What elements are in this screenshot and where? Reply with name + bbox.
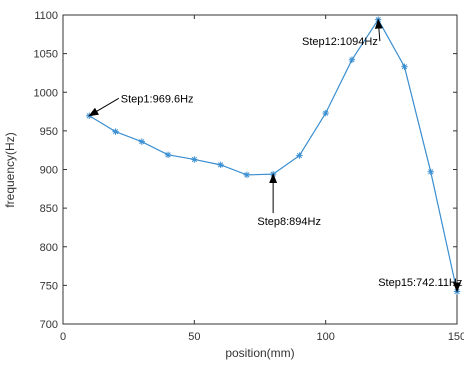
- annotation: Step1:969.6Hz: [88, 93, 194, 117]
- annotation-layer: Step1:969.6Hz Step12:1094Hz Step8:894Hz Ste…: [88, 18, 462, 293]
- annotation: Step15:742.11Hz: [378, 277, 462, 293]
- data-point: [296, 152, 303, 159]
- annotation-label: Step15:742.11Hz: [378, 277, 462, 289]
- data-point: [86, 112, 93, 119]
- y-tick-label: 750: [40, 280, 58, 292]
- y-axis-label: frequency(Hz): [3, 132, 17, 207]
- y-tick-label: 1100: [34, 10, 58, 22]
- y-tick-label: 1050: [34, 49, 58, 61]
- annotation-label: Step12:1094Hz: [302, 36, 378, 48]
- data-point: [401, 63, 408, 70]
- x-tick-label: 0: [60, 331, 66, 343]
- data-point: [112, 128, 119, 135]
- annotation: Step12:1094Hz: [302, 18, 383, 48]
- annotation-label: Step1:969.6Hz: [121, 93, 194, 105]
- y-tick-label: 700: [40, 319, 58, 331]
- annotation-label: Step8:894Hz: [257, 216, 321, 228]
- series-layer: [86, 16, 461, 295]
- data-point: [243, 171, 251, 179]
- annotation-arrow: [88, 97, 120, 117]
- annotation: Step8:894Hz: [257, 173, 321, 228]
- x-tick-label: 100: [316, 331, 334, 343]
- data-point: [348, 56, 356, 64]
- data-point: [191, 156, 198, 163]
- x-tick-label: 150: [448, 331, 464, 343]
- axes: 0 50 100 150 700 750 800 850 900 950 1000 1050 1100: [34, 10, 464, 343]
- x-axis-label: position(mm): [225, 346, 294, 360]
- data-point: [427, 168, 434, 176]
- y-tick-label: 1000: [34, 87, 58, 99]
- data-point: [217, 161, 224, 169]
- data-point: [164, 151, 172, 159]
- data-point: [138, 138, 145, 145]
- x-tick-label: 50: [188, 331, 200, 343]
- y-tick-label: 900: [40, 165, 58, 177]
- y-tick-label: 850: [40, 203, 58, 215]
- y-tick-label: 950: [40, 126, 58, 138]
- annotation-arrow: [374, 18, 383, 42]
- data-point: [322, 109, 329, 117]
- y-tick-label: 800: [40, 242, 58, 254]
- series-line: [88, 18, 458, 292]
